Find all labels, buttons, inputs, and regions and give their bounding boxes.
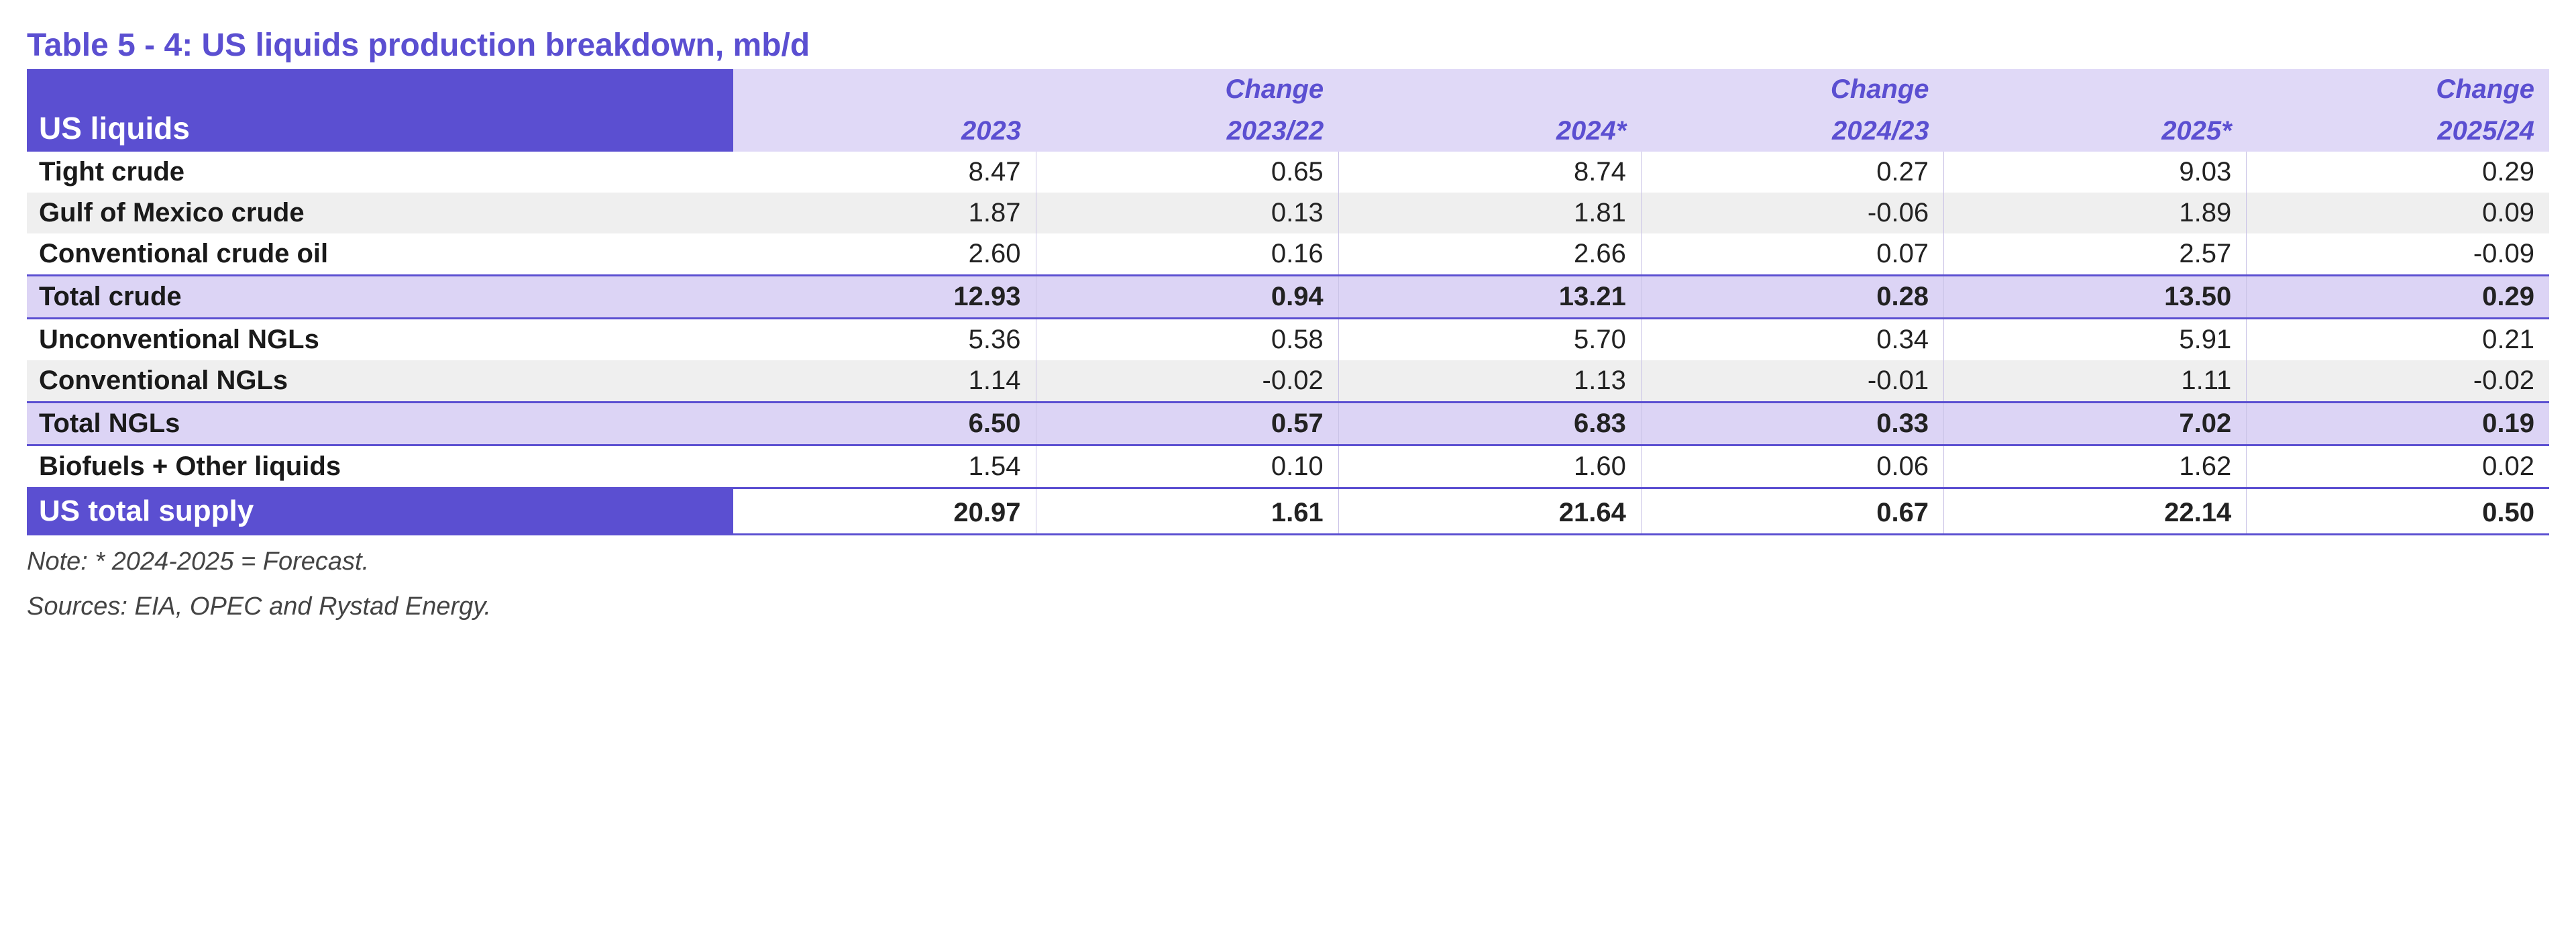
cell: 13.21	[1338, 276, 1641, 319]
header-year-2024: 2024*	[1338, 110, 1641, 152]
row-label: Tight crude	[27, 152, 733, 193]
cell: -0.09	[2247, 233, 2549, 276]
cell: 0.13	[1036, 193, 1338, 233]
cell: 0.34	[1641, 319, 1943, 361]
table-row: Unconventional NGLs5.360.585.700.345.910…	[27, 319, 2549, 361]
row-label: Total NGLs	[27, 403, 733, 445]
cell: 22.14	[1944, 488, 2247, 535]
cell: -0.06	[1641, 193, 1943, 233]
table-row: Total NGLs6.500.576.830.337.020.19	[27, 403, 2549, 445]
sources-line: Sources: EIA, OPEC and Rystad Energy.	[27, 592, 2549, 621]
cell: 5.91	[1944, 319, 2247, 361]
cell: 0.02	[2247, 445, 2549, 488]
cell: 9.03	[1944, 152, 2247, 193]
row-label: US total supply	[27, 488, 733, 535]
row-label: Gulf of Mexico crude	[27, 193, 733, 233]
header-year-2023: 2023	[733, 110, 1036, 152]
cell: 0.33	[1641, 403, 1943, 445]
table-row: Conventional NGLs1.14-0.021.13-0.011.11-…	[27, 360, 2549, 403]
table-body: Tight crude8.470.658.740.279.030.29Gulf …	[27, 152, 2549, 535]
cell: 6.83	[1338, 403, 1641, 445]
cell: 5.36	[733, 319, 1036, 361]
cell: -0.02	[1036, 360, 1338, 403]
cell: 1.87	[733, 193, 1036, 233]
cell: 0.29	[2247, 276, 2549, 319]
cell: 6.50	[733, 403, 1036, 445]
header-blank-top	[27, 69, 733, 110]
cell: 0.50	[2247, 488, 2549, 535]
table-row: Gulf of Mexico crude1.870.131.81-0.061.8…	[27, 193, 2549, 233]
liquids-table: Change Change Change US liquids 2023 202…	[27, 69, 2549, 535]
cell: 21.64	[1338, 488, 1641, 535]
cell: 2.66	[1338, 233, 1641, 276]
cell: 0.06	[1641, 445, 1943, 488]
row-label: Total crude	[27, 276, 733, 319]
cell: 13.50	[1944, 276, 2247, 319]
header-change-23-22: 2023/22	[1036, 110, 1338, 152]
cell: 2.60	[733, 233, 1036, 276]
cell: 2.57	[1944, 233, 2247, 276]
header-change-top-1: Change	[1036, 69, 1338, 110]
footnote: Note: * 2024-2025 = Forecast.	[27, 547, 2549, 576]
cell: -0.02	[2247, 360, 2549, 403]
header-empty-2	[1338, 69, 1641, 110]
row-label: Biofuels + Other liquids	[27, 445, 733, 488]
header-change-25-24: 2025/24	[2247, 110, 2549, 152]
cell: 1.61	[1036, 488, 1338, 535]
cell: 0.16	[1036, 233, 1338, 276]
cell: 0.19	[2247, 403, 2549, 445]
cell: 1.54	[733, 445, 1036, 488]
cell: 0.29	[2247, 152, 2549, 193]
cell: 20.97	[733, 488, 1036, 535]
cell: 7.02	[1944, 403, 2247, 445]
header-change-24-23: 2024/23	[1641, 110, 1943, 152]
table-row: Biofuels + Other liquids1.540.101.600.06…	[27, 445, 2549, 488]
table-row: US total supply20.971.6121.640.6722.140.…	[27, 488, 2549, 535]
cell: 0.10	[1036, 445, 1338, 488]
cell: 1.11	[1944, 360, 2247, 403]
header-change-top-2: Change	[1641, 69, 1943, 110]
table-row: Total crude12.930.9413.210.2813.500.29	[27, 276, 2549, 319]
table-title: Table 5 - 4: US liquids production break…	[27, 27, 2549, 64]
header-year-2025: 2025*	[1944, 110, 2247, 152]
table-row: Conventional crude oil2.600.162.660.072.…	[27, 233, 2549, 276]
header-empty-3	[1944, 69, 2247, 110]
cell: 0.07	[1641, 233, 1943, 276]
cell: 0.58	[1036, 319, 1338, 361]
cell: 8.47	[733, 152, 1036, 193]
cell: 1.60	[1338, 445, 1641, 488]
cell: 1.62	[1944, 445, 2247, 488]
row-label: Conventional NGLs	[27, 360, 733, 403]
cell: 0.65	[1036, 152, 1338, 193]
header-change-top-3: Change	[2247, 69, 2549, 110]
header-empty-1	[733, 69, 1036, 110]
cell: -0.01	[1641, 360, 1943, 403]
table-row: Tight crude8.470.658.740.279.030.29	[27, 152, 2549, 193]
cell: 12.93	[733, 276, 1036, 319]
cell: 5.70	[1338, 319, 1641, 361]
header-label: US liquids	[27, 110, 733, 152]
cell: 1.14	[733, 360, 1036, 403]
cell: 0.94	[1036, 276, 1338, 319]
cell: 0.27	[1641, 152, 1943, 193]
cell: 1.81	[1338, 193, 1641, 233]
cell: 1.13	[1338, 360, 1641, 403]
cell: 0.28	[1641, 276, 1943, 319]
cell: 0.67	[1641, 488, 1943, 535]
row-label: Unconventional NGLs	[27, 319, 733, 361]
cell: 1.89	[1944, 193, 2247, 233]
cell: 8.74	[1338, 152, 1641, 193]
cell: 0.09	[2247, 193, 2549, 233]
cell: 0.21	[2247, 319, 2549, 361]
cell: 0.57	[1036, 403, 1338, 445]
row-label: Conventional crude oil	[27, 233, 733, 276]
